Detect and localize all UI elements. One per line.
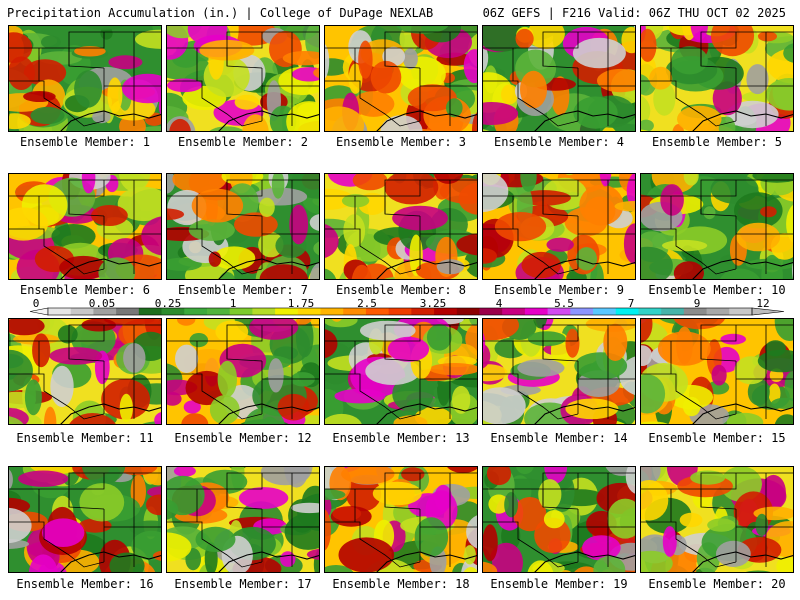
legend-swatch bbox=[297, 308, 321, 315]
ensemble-member-caption: Ensemble Member: 12 bbox=[174, 431, 312, 445]
legend-tick-label: 5.5 bbox=[554, 297, 574, 310]
legend-tick-label: 0.05 bbox=[88, 297, 116, 310]
legend-tick-label: 0.25 bbox=[154, 297, 182, 310]
ensemble-member-caption: Ensemble Member: 7 bbox=[177, 283, 309, 297]
ensemble-member-map bbox=[324, 25, 478, 132]
legend-swatch bbox=[161, 308, 185, 315]
ensemble-member-map bbox=[8, 173, 162, 280]
ensemble-member-caption: Ensemble Member: 18 bbox=[332, 577, 470, 591]
ensemble-member-caption: Ensemble Member: 1 bbox=[19, 135, 151, 149]
legend-swatch bbox=[593, 308, 617, 315]
legend-tick-label: 3.25 bbox=[419, 297, 447, 310]
legend-swatch bbox=[456, 308, 480, 315]
legend-swatch bbox=[683, 308, 707, 315]
ensemble-member-caption: Ensemble Member: 10 bbox=[648, 283, 786, 297]
legend-swatch bbox=[252, 308, 276, 315]
legend-swatch bbox=[275, 308, 299, 315]
ensemble-member-map bbox=[324, 466, 478, 573]
ensemble-member-map bbox=[8, 25, 162, 132]
ensemble-member-map bbox=[640, 318, 794, 425]
ensemble-member-caption: Ensemble Member: 14 bbox=[490, 431, 628, 445]
ensemble-member-caption: Ensemble Member: 13 bbox=[332, 431, 470, 445]
ensemble-member-caption: Ensemble Member: 19 bbox=[490, 577, 628, 591]
ensemble-member-map bbox=[640, 25, 794, 132]
ensemble-member-caption: Ensemble Member: 11 bbox=[16, 431, 154, 445]
legend-swatch bbox=[615, 308, 639, 315]
legend-tick-label: 1.75 bbox=[287, 297, 315, 310]
legend-swatch bbox=[343, 308, 367, 315]
ensemble-member-map bbox=[640, 173, 794, 280]
ensemble-member-caption: Ensemble Member: 8 bbox=[335, 283, 467, 297]
ensemble-member-caption: Ensemble Member: 9 bbox=[493, 283, 625, 297]
legend-tick-label: 9 bbox=[693, 297, 701, 310]
legend-swatch bbox=[70, 308, 94, 315]
ensemble-member-map bbox=[324, 173, 478, 280]
ensemble-member-map bbox=[482, 25, 636, 132]
legend-tick-label: 2.5 bbox=[357, 297, 377, 310]
color-scale-legend bbox=[29, 307, 785, 316]
ensemble-member-caption: Ensemble Member: 3 bbox=[335, 135, 467, 149]
legend-swatch bbox=[661, 308, 685, 315]
legend-swatch bbox=[93, 308, 117, 315]
legend-swatch bbox=[365, 308, 390, 315]
legend-swatch bbox=[116, 308, 140, 315]
ensemble-member-map bbox=[166, 173, 320, 280]
legend-swatch bbox=[479, 308, 503, 315]
run-valid-time: 06Z GEFS | F216 Valid: 06Z THU OCT 02 20… bbox=[482, 6, 786, 20]
ensemble-member-caption: Ensemble Member: 17 bbox=[174, 577, 312, 591]
legend-swatch bbox=[434, 308, 458, 315]
legend-swatch bbox=[320, 308, 344, 315]
ensemble-member-map bbox=[640, 466, 794, 573]
ensemble-member-map bbox=[482, 318, 636, 425]
legend-swatch bbox=[138, 308, 162, 315]
legend-tick-label: 4 bbox=[495, 297, 503, 310]
map-title: Precipitation Accumulation (in.) | Colle… bbox=[7, 6, 434, 20]
ensemble-member-map bbox=[482, 173, 636, 280]
legend-swatch bbox=[524, 308, 549, 315]
ensemble-member-map bbox=[324, 318, 478, 425]
legend-swatch bbox=[638, 308, 662, 315]
legend-swatch bbox=[706, 308, 730, 315]
legend-swatch bbox=[411, 308, 435, 315]
legend-tick-label: 12 bbox=[756, 297, 770, 310]
legend-swatch bbox=[729, 308, 753, 315]
legend-swatch bbox=[547, 308, 571, 315]
ensemble-member-caption: Ensemble Member: 20 bbox=[648, 577, 786, 591]
legend-swatch bbox=[184, 308, 208, 315]
ensemble-member-caption: Ensemble Member: 16 bbox=[16, 577, 154, 591]
ensemble-member-map bbox=[8, 466, 162, 573]
ensemble-member-caption: Ensemble Member: 15 bbox=[648, 431, 786, 445]
ensemble-member-map bbox=[166, 318, 320, 425]
legend-tick-label: 0 bbox=[32, 297, 40, 310]
legend-swatch bbox=[570, 308, 594, 315]
legend-swatch bbox=[206, 308, 231, 315]
ensemble-member-caption: Ensemble Member: 2 bbox=[177, 135, 309, 149]
legend-swatch bbox=[502, 308, 526, 315]
ensemble-member-caption: Ensemble Member: 6 bbox=[19, 283, 151, 297]
legend-tick-label: 1 bbox=[229, 297, 237, 310]
ensemble-member-map bbox=[482, 466, 636, 573]
ensemble-member-caption: Ensemble Member: 4 bbox=[493, 135, 625, 149]
legend-tick-label: 7 bbox=[627, 297, 635, 310]
ensemble-member-map bbox=[166, 466, 320, 573]
ensemble-member-caption: Ensemble Member: 5 bbox=[651, 135, 783, 149]
legend-swatch bbox=[229, 308, 253, 315]
legend-swatch bbox=[388, 308, 412, 315]
ensemble-member-map bbox=[166, 25, 320, 132]
ensemble-member-map bbox=[8, 318, 162, 425]
legend-swatch bbox=[48, 308, 72, 315]
